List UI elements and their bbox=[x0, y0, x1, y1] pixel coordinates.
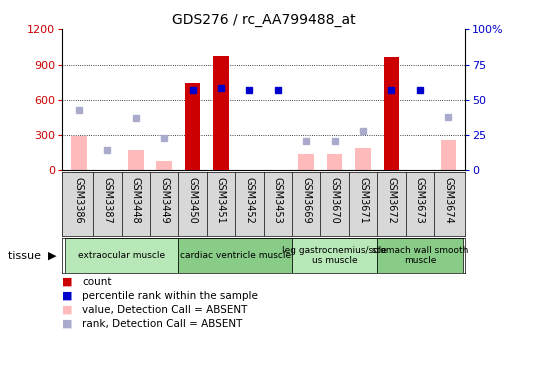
Bar bbox=[377, 238, 463, 273]
Bar bbox=[355, 149, 371, 170]
Text: stomach wall smooth
muscle: stomach wall smooth muscle bbox=[372, 246, 468, 265]
Bar bbox=[441, 140, 456, 170]
Text: percentile rank within the sample: percentile rank within the sample bbox=[82, 291, 258, 301]
Text: GSM3671: GSM3671 bbox=[358, 176, 368, 223]
Text: value, Detection Call = ABSENT: value, Detection Call = ABSENT bbox=[82, 305, 247, 315]
Text: GSM3669: GSM3669 bbox=[301, 176, 312, 223]
Text: GSM3448: GSM3448 bbox=[131, 176, 141, 223]
Text: ■: ■ bbox=[62, 318, 73, 329]
Text: cardiac ventricle muscle: cardiac ventricle muscle bbox=[180, 251, 291, 260]
Bar bbox=[65, 238, 179, 273]
Text: rank, Detection Call = ABSENT: rank, Detection Call = ABSENT bbox=[82, 318, 243, 329]
Bar bbox=[179, 238, 292, 273]
Text: count: count bbox=[82, 277, 112, 287]
Text: GSM3670: GSM3670 bbox=[330, 176, 339, 223]
Text: ■: ■ bbox=[62, 291, 73, 301]
Text: GSM3453: GSM3453 bbox=[273, 176, 283, 223]
Bar bbox=[71, 136, 87, 170]
Text: GSM3386: GSM3386 bbox=[74, 176, 84, 223]
Title: GDS276 / rc_AA799488_at: GDS276 / rc_AA799488_at bbox=[172, 13, 356, 27]
Bar bbox=[384, 57, 399, 170]
Text: GSM3387: GSM3387 bbox=[102, 176, 112, 223]
Bar bbox=[292, 238, 377, 273]
Bar bbox=[213, 56, 229, 170]
Text: GSM3450: GSM3450 bbox=[188, 176, 197, 223]
Bar bbox=[299, 154, 314, 170]
Text: leg gastrocnemius/sole
us muscle: leg gastrocnemius/sole us muscle bbox=[282, 246, 387, 265]
Bar bbox=[128, 150, 144, 170]
Text: extraocular muscle: extraocular muscle bbox=[78, 251, 165, 260]
Bar bbox=[157, 161, 172, 170]
Text: GSM3452: GSM3452 bbox=[244, 176, 254, 223]
Text: GSM3449: GSM3449 bbox=[159, 176, 169, 223]
Text: GSM3673: GSM3673 bbox=[415, 176, 425, 223]
Text: GSM3451: GSM3451 bbox=[216, 176, 226, 223]
Text: ■: ■ bbox=[62, 305, 73, 315]
Text: ■: ■ bbox=[62, 277, 73, 287]
Bar bbox=[327, 154, 343, 170]
Text: GSM3674: GSM3674 bbox=[443, 176, 454, 223]
Text: GSM3672: GSM3672 bbox=[386, 176, 397, 223]
Text: tissue  ▶: tissue ▶ bbox=[8, 250, 56, 260]
Bar bbox=[185, 83, 200, 170]
